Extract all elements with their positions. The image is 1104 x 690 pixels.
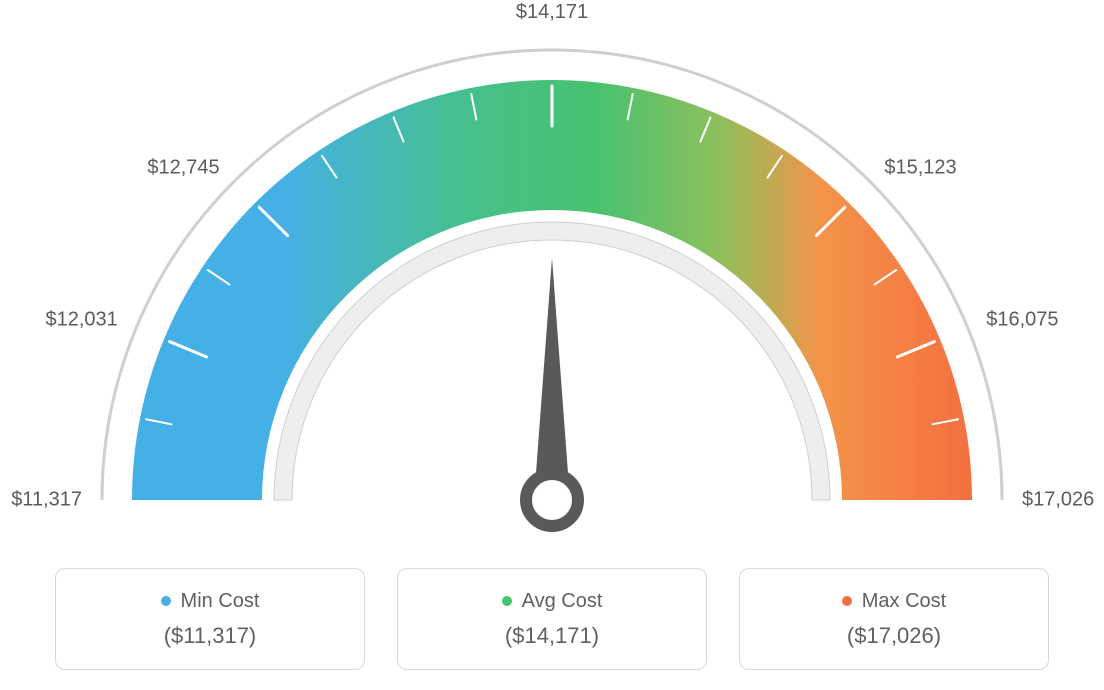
gauge-tick-label: $14,171 (516, 1, 588, 24)
min-cost-card: Min Cost ($11,317) (55, 568, 365, 670)
min-dot-icon (161, 596, 171, 606)
max-cost-title: Max Cost (842, 590, 946, 613)
gauge-svg (0, 0, 1104, 540)
max-cost-value: ($17,026) (847, 623, 941, 649)
gauge-chart: $11,317 $12,031 $12,745 $14,171 $15,123 $16,0… (0, 0, 1104, 540)
summary-cards: Min Cost ($11,317) Avg Cost ($14,171) Ma… (0, 568, 1104, 670)
min-cost-title: Min Cost (161, 590, 260, 613)
avg-cost-card: Avg Cost ($14,171) (397, 568, 707, 670)
max-cost-label: Max Cost (862, 590, 946, 613)
min-cost-value: ($11,317) (164, 623, 257, 649)
max-dot-icon (842, 596, 852, 606)
gauge-tick-label: $12,745 (147, 156, 219, 179)
gauge-tick-label: $16,075 (986, 309, 1058, 332)
max-cost-card: Max Cost ($17,026) (739, 568, 1049, 670)
avg-cost-label: Avg Cost (522, 590, 603, 613)
gauge-tick-label: $11,317 (11, 489, 82, 512)
gauge-tick-label: $15,123 (884, 156, 956, 179)
min-cost-label: Min Cost (181, 590, 260, 613)
avg-dot-icon (502, 596, 512, 606)
avg-cost-value: ($14,171) (505, 623, 599, 649)
gauge-tick-label: $17,026 (1022, 489, 1094, 512)
gauge-tick-label: $12,031 (45, 309, 117, 332)
avg-cost-title: Avg Cost (502, 590, 603, 613)
